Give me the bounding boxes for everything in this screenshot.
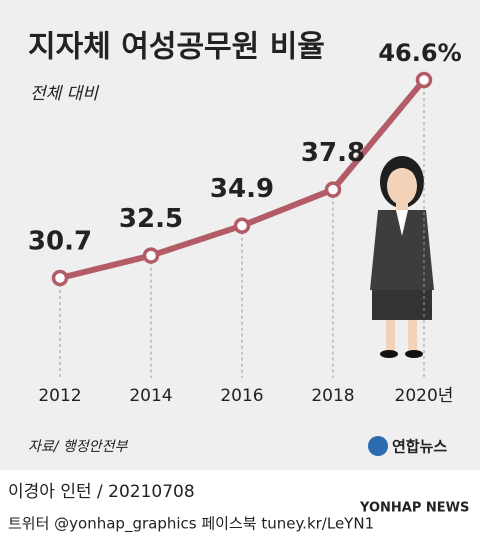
logo-text: 연합뉴스 xyxy=(392,438,447,456)
value-label: 30.7 xyxy=(28,227,92,257)
value-label: 46.6% xyxy=(378,39,461,67)
x-tick-label: 2014 xyxy=(129,386,172,406)
watermark: YONHAP NEWS xyxy=(359,501,469,516)
x-tick-label: 2012 xyxy=(38,386,81,406)
marker xyxy=(415,71,433,89)
x-tick-label: 2018 xyxy=(311,386,354,406)
marker xyxy=(142,247,160,264)
value-label: 34.9 xyxy=(210,174,274,204)
value-label: 37.8 xyxy=(301,138,365,168)
value-label: 32.5 xyxy=(119,204,183,234)
credit: 이경아 인턴 / 20210708 xyxy=(8,482,195,502)
social: 트위터 @yonhap_graphics 페이스북 tuney.kr/LeYN1 xyxy=(8,515,374,534)
chart-subtitle: 전체 대비 xyxy=(30,84,99,104)
chart-title: 지자체 여성공무원 비율 xyxy=(28,30,325,65)
source: 자료/ 행정안전부 xyxy=(28,439,128,455)
marker xyxy=(51,269,69,287)
marker xyxy=(233,217,251,234)
logo: 연합뉴스 xyxy=(368,436,447,456)
woman-illustration xyxy=(370,156,434,358)
x-tick-label: 2020년 xyxy=(395,386,454,406)
marker xyxy=(324,181,342,198)
x-tick-label: 2016 xyxy=(220,386,263,406)
